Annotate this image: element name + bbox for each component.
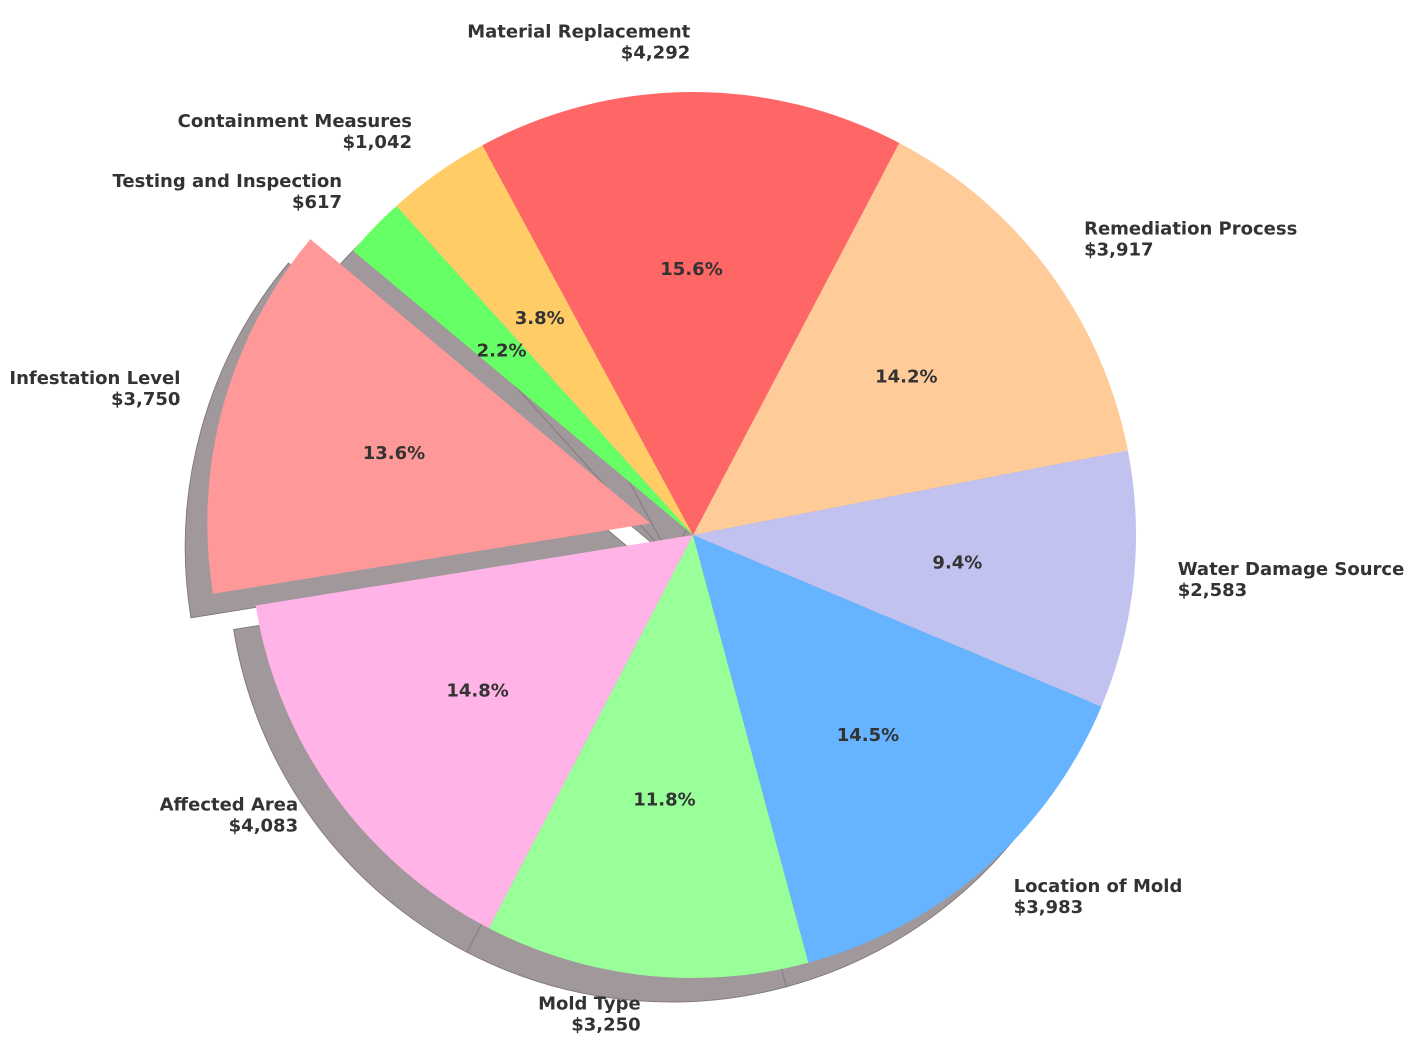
category-label: Mold Type — [538, 993, 641, 1014]
slice-label: Remediation Process $3,917 — [1084, 218, 1297, 260]
pie-slice — [693, 535, 1102, 963]
category-label: Infestation Level — [9, 368, 180, 389]
slice-label: Water Damage Source $2,583 — [1178, 559, 1405, 601]
pie-slice — [693, 450, 1137, 707]
percent-label: 11.8% — [633, 789, 695, 810]
percent-label: 14.2% — [875, 366, 937, 387]
value-label: $4,083 — [229, 816, 298, 837]
pie-slice — [482, 92, 900, 536]
pie-slice — [207, 239, 651, 594]
pie-slice — [353, 205, 693, 535]
value-label: $3,917 — [1084, 239, 1153, 260]
slice-label: Affected Area $4,083 — [160, 795, 299, 837]
percent-label: 2.2% — [477, 341, 527, 362]
category-label: Location of Mold — [1014, 876, 1183, 897]
percent-label: 13.6% — [363, 443, 425, 464]
pie-slice — [255, 535, 693, 929]
category-label: Affected Area — [160, 795, 299, 816]
percent-label: 14.5% — [837, 725, 899, 746]
value-label: $3,250 — [571, 1014, 640, 1035]
category-label: Testing and Inspection — [112, 171, 342, 192]
category-label: Material Replacement — [467, 22, 690, 43]
value-label: $4,292 — [621, 43, 690, 64]
slice-label: Location of Mold $3,983 — [1014, 876, 1183, 918]
value-label: $1,042 — [343, 132, 412, 153]
percent-label: 15.6% — [660, 259, 722, 280]
slice-label: Infestation Level $3,750 — [9, 368, 180, 410]
category-label: Water Damage Source — [1178, 559, 1405, 580]
slice-label: Testing and Inspection $617 — [112, 171, 342, 213]
value-label: $617 — [292, 192, 342, 213]
value-label: $3,750 — [111, 389, 180, 410]
category-label: Containment Measures — [178, 111, 412, 132]
category-label: Remediation Process — [1084, 218, 1297, 239]
pie-slice — [488, 535, 809, 978]
pie-slice — [396, 145, 693, 536]
slice-label: Material Replacement $4,292 — [467, 22, 690, 64]
pie-slice — [693, 142, 1128, 536]
slice-label: Containment Measures $1,042 — [178, 111, 412, 153]
value-label: $2,583 — [1178, 580, 1247, 601]
percent-label: 3.8% — [515, 308, 565, 329]
slice-label: Mold Type $3,250 — [538, 993, 641, 1035]
value-label: $3,983 — [1014, 897, 1083, 918]
percent-label: 9.4% — [932, 552, 982, 573]
percent-label: 14.8% — [446, 681, 508, 702]
